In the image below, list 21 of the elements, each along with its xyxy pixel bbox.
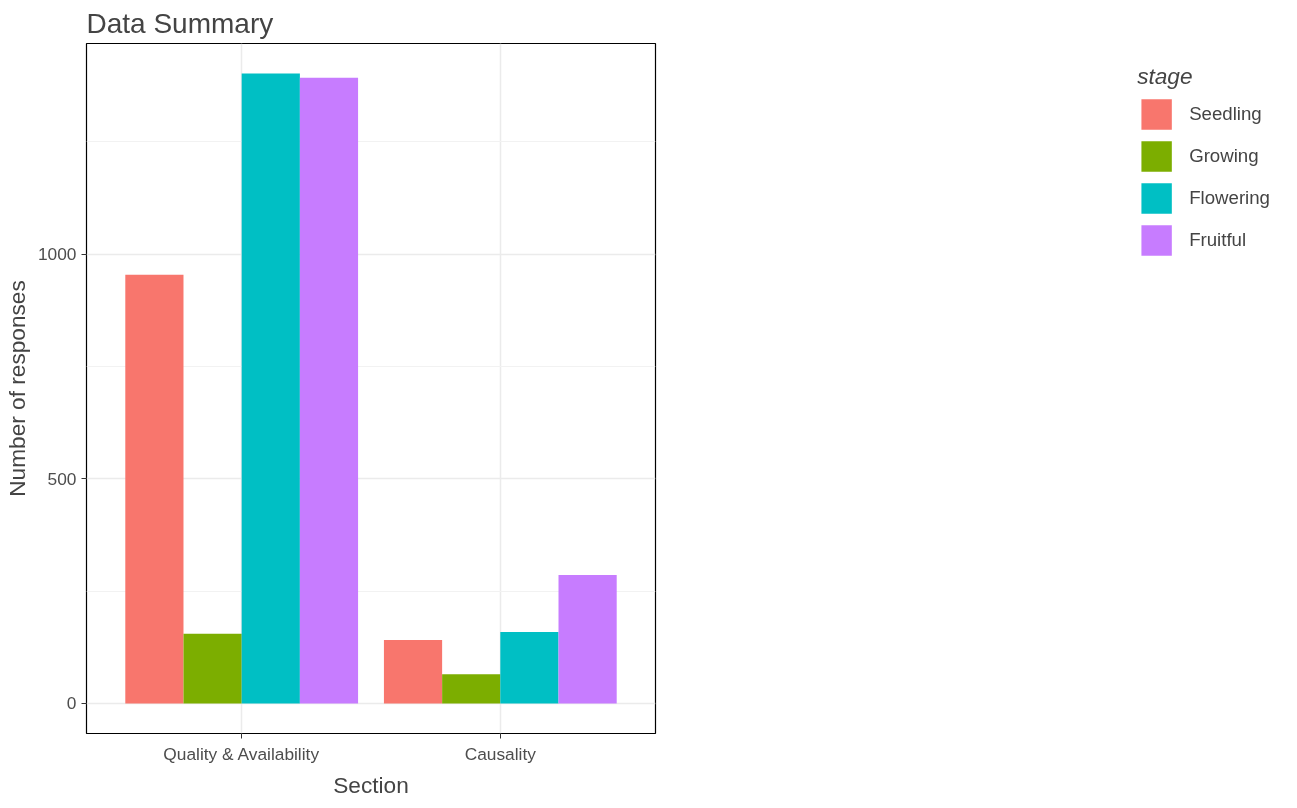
y-tick-label: 500 <box>47 468 77 489</box>
bar <box>383 640 443 704</box>
bar <box>442 674 501 704</box>
x-axis-title: Section <box>333 771 409 798</box>
y-axis-title: Number of responses <box>3 280 30 497</box>
bar <box>125 274 184 704</box>
x-tick-label: Causality <box>464 743 537 764</box>
bar <box>241 73 300 704</box>
chart-title: Data Summary <box>86 7 274 39</box>
legend-label: Growing <box>1189 145 1259 167</box>
bar <box>558 574 617 704</box>
bar <box>500 631 559 704</box>
legend-label: Fruitful <box>1189 229 1247 251</box>
y-tick-label: 0 <box>66 693 77 714</box>
y-tick-label: 1000 <box>37 244 77 265</box>
legend-label: Seedling <box>1189 103 1262 125</box>
bar <box>183 633 242 704</box>
bar <box>299 77 359 704</box>
legend-title: stage <box>1137 63 1194 90</box>
x-tick-label: Quality & Availability <box>163 743 320 764</box>
legend-label: Flowering <box>1189 187 1270 209</box>
